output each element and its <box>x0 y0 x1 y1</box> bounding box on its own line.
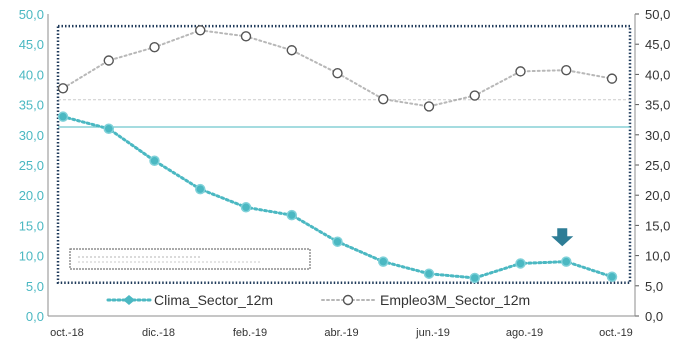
y-right-tick-label: 45,0 <box>645 37 670 52</box>
down-arrow-icon <box>551 228 574 247</box>
x-tick-label: oct.-19 <box>599 327 633 339</box>
empleo-data-point <box>423 101 435 112</box>
legend-clima-swatch-marker <box>123 295 135 305</box>
y-right-tick-label: 25,0 <box>645 158 670 173</box>
x-tick-label: dic.-18 <box>142 327 175 339</box>
empleo-data-point <box>378 93 389 105</box>
y-left-tick-label: 30,0 <box>19 128 44 143</box>
empleo-data-point <box>515 66 526 77</box>
empleo-data-point <box>561 64 572 76</box>
y-left-tick-label: 50,0 <box>19 7 44 22</box>
y-left-tick-label: 15,0 <box>19 218 44 233</box>
annotation-box <box>69 248 311 270</box>
y-right-tick-label: 30,0 <box>645 128 670 143</box>
clima-data-point <box>378 256 389 267</box>
y-left-tick-label: 40,0 <box>19 67 44 82</box>
y-right-tick-label: 35,0 <box>645 98 670 113</box>
legend-clima-label: Clima_Sector_12m <box>154 292 273 308</box>
empleo-data-point <box>606 73 618 84</box>
x-tick-label: ago.-19 <box>506 327 543 339</box>
legend-empleo-label: Empleo3M_Sector_12m <box>380 292 530 308</box>
inner-frame <box>56 24 632 285</box>
clima-data-point <box>332 236 343 247</box>
empleo-data-point <box>57 83 69 94</box>
legend-empleo-swatch-marker <box>342 294 354 306</box>
x-tick-label: feb.-19 <box>233 327 267 339</box>
clima-data-point <box>57 111 69 122</box>
y-left-tick-label: 20,0 <box>19 188 44 203</box>
y-right-tick-label: 15,0 <box>645 218 670 233</box>
x-tick-label: jun.-19 <box>415 327 450 339</box>
empleo-data-point <box>149 42 160 53</box>
y-right-tick-label: 40,0 <box>645 67 670 82</box>
y-right-tick-label: 5,0 <box>645 279 663 294</box>
empleo-data-point <box>469 90 480 101</box>
clima-data-point <box>606 271 618 282</box>
y-right-tick-label: 20,0 <box>645 188 670 203</box>
y-left-tick-label: 10,0 <box>19 249 44 264</box>
y-right-tick-label: 50,0 <box>645 7 670 22</box>
clima-data-point <box>469 272 480 284</box>
clima-data-point <box>515 258 526 269</box>
empleo-data-point <box>332 67 343 79</box>
empleo-data-point <box>195 25 206 36</box>
y-left-tick-label: 5,0 <box>26 279 44 294</box>
clima-data-point <box>195 183 206 195</box>
clima-data-point <box>240 202 252 213</box>
clima-data-point <box>103 123 114 135</box>
empleo-data-point <box>103 55 114 66</box>
clima-data-point <box>149 155 160 167</box>
y-right-tick-label: 0,0 <box>645 309 663 324</box>
clima-data-point <box>286 209 297 221</box>
y-right-tick-label: 10,0 <box>645 249 670 264</box>
y-left-tick-label: 25,0 <box>19 158 44 173</box>
y-left-tick-label: 45,0 <box>19 37 44 52</box>
y-left-tick-label: 35,0 <box>19 98 44 113</box>
x-tick-label: abr.-19 <box>324 327 358 339</box>
empleo-data-point <box>286 45 297 56</box>
empleo-data-point <box>240 31 252 42</box>
y-left-tick-label: 0,0 <box>26 309 44 324</box>
clima-data-point <box>423 268 435 279</box>
clima-data-point <box>561 256 572 267</box>
x-tick-label: oct.-18 <box>50 327 84 339</box>
